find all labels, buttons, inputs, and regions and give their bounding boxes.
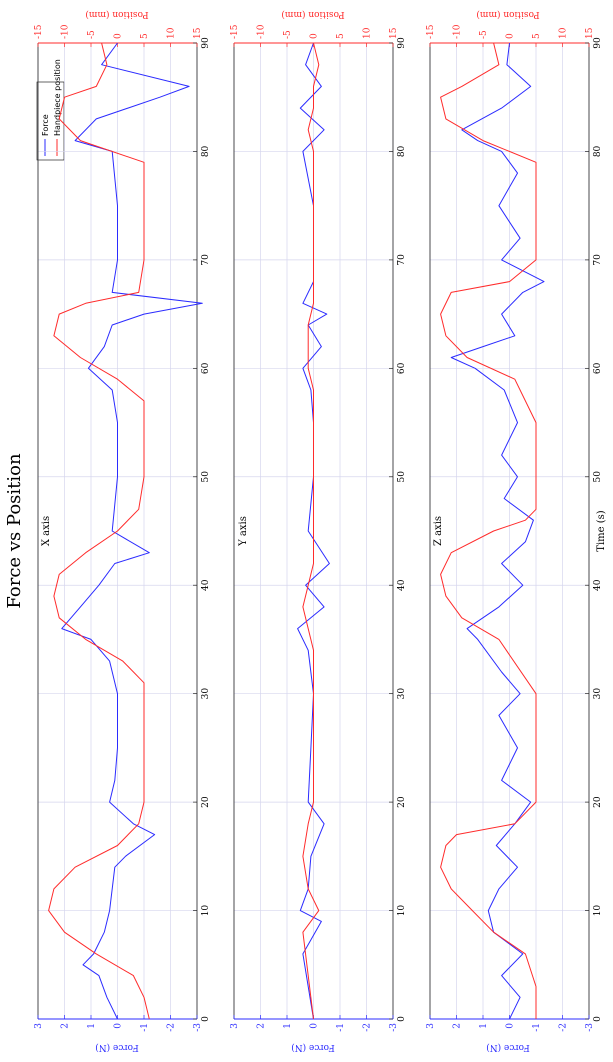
position-axis-label-z-axis: Position (mm) [476, 9, 539, 20]
panel-title-y-axis: Y axis [238, 516, 249, 547]
y2-tick-label-y-axis: 0 [310, 33, 320, 39]
x-tick-label-x-axis: 30 [201, 688, 211, 700]
force-series-y-axis [297, 42, 330, 1020]
y2-tick-label-y-axis: -5 [283, 30, 293, 39]
force-axis-label-x-axis: Force (N) [95, 1042, 139, 1053]
y-tick-label-x-axis: 2 [61, 1023, 71, 1029]
x-tick-label-y-axis: 30 [397, 688, 407, 700]
x-tick-label-z-axis: 40 [593, 579, 603, 591]
y-tick-label-z-axis: 2 [453, 1023, 463, 1029]
y-tick-label-y-axis: -3 [389, 1023, 399, 1032]
position-axis-label-y-axis: Position (mm) [281, 9, 344, 20]
x-tick-label-x-axis: 50 [201, 471, 211, 483]
y-tick-label-z-axis: 3 [426, 1023, 436, 1029]
x-tick-label-y-axis: 40 [397, 579, 407, 591]
y2-tick-label-x-axis: -5 [87, 30, 97, 39]
y-tick-label-y-axis: -1 [336, 1023, 346, 1032]
position-series-y-axis [302, 42, 320, 1020]
x-tick-label-y-axis: 0 [397, 1016, 407, 1022]
x-tick-label-z-axis: 20 [593, 796, 603, 808]
x-tick-label-y-axis: 80 [397, 145, 407, 157]
y-tick-label-y-axis: 2 [257, 1023, 267, 1029]
legend-force-label: Force [41, 114, 50, 136]
y2-tick-label-x-axis: 5 [140, 33, 150, 39]
x-tick-label-z-axis: 10 [593, 905, 603, 917]
x-tick-label-y-axis: 60 [397, 362, 407, 374]
x-tick-label-y-axis: 90 [397, 37, 407, 49]
x-tick-label-z-axis: 70 [593, 254, 603, 266]
x-tick-label-z-axis: 50 [593, 471, 603, 483]
y-tick-label-y-axis: 0 [310, 1023, 320, 1029]
y-tick-label-z-axis: 0 [506, 1023, 516, 1029]
figure-title: Force vs Position [4, 453, 25, 609]
y-tick-label-x-axis: -1 [140, 1023, 150, 1032]
x-tick-label-z-axis: 0 [593, 1016, 603, 1022]
panel-y-axis: Y axis Force (N) Position (mm) [238, 9, 345, 1053]
position-axis-label-x-axis: Position (mm) [85, 9, 148, 20]
x-tick-label-x-axis: 0 [201, 1016, 211, 1022]
x-tick-label-z-axis: 80 [593, 145, 603, 157]
y2-tick-label-z-axis: 15 [585, 27, 595, 39]
y-tick-label-x-axis: -2 [167, 1023, 177, 1032]
y-tick-label-x-axis: -3 [193, 1023, 203, 1032]
force-series-x-axis [61, 42, 203, 1020]
panel-title-x-axis: X axis [41, 516, 52, 546]
x-tick-label-x-axis: 80 [201, 145, 211, 157]
y2-tick-label-x-axis: 15 [193, 27, 203, 39]
y2-tick-label-x-axis: 0 [114, 33, 124, 39]
y2-tick-label-y-axis: 5 [336, 33, 346, 39]
y-tick-label-z-axis: -1 [532, 1023, 542, 1032]
x-tick-label-y-axis: 20 [397, 796, 407, 808]
y-tick-label-x-axis: 3 [34, 1023, 44, 1029]
legend: Force Handpiece position [36, 59, 65, 161]
y2-tick-label-z-axis: -10 [453, 24, 463, 39]
x-axis-title: Time (s) [596, 510, 607, 551]
x-tick-label-x-axis: 90 [201, 37, 211, 49]
x-tick-label-x-axis: 60 [201, 362, 211, 374]
y2-tick-label-z-axis: -15 [426, 24, 436, 39]
legend-position-label: Handpiece position [53, 59, 62, 136]
y2-tick-label-x-axis: 10 [167, 27, 177, 39]
y2-tick-label-y-axis: -15 [230, 24, 240, 39]
position-series-z-axis [440, 42, 537, 1019]
y2-tick-label-x-axis: -15 [34, 24, 44, 39]
panel-title-z-axis: Z axis [433, 516, 444, 546]
y2-tick-label-z-axis: 0 [506, 33, 516, 39]
force-series-z-axis [450, 42, 545, 1020]
y2-tick-label-y-axis: 15 [389, 27, 399, 39]
force-axis-label-y-axis: Force (N) [291, 1042, 335, 1053]
y-tick-label-z-axis: -3 [585, 1023, 595, 1032]
y-tick-label-y-axis: 1 [283, 1023, 293, 1029]
y2-tick-label-y-axis: 10 [363, 27, 373, 39]
x-tick-label-x-axis: 10 [201, 905, 211, 917]
x-tick-label-x-axis: 70 [201, 254, 211, 266]
x-tick-label-z-axis: 30 [593, 688, 603, 700]
y2-tick-label-z-axis: 10 [559, 27, 569, 39]
x-tick-label-x-axis: 20 [201, 796, 211, 808]
y-tick-label-y-axis: 3 [230, 1023, 240, 1029]
y2-tick-label-z-axis: 5 [532, 33, 542, 39]
y-tick-label-y-axis: -2 [363, 1023, 373, 1032]
y-tick-label-x-axis: 0 [114, 1023, 124, 1029]
x-tick-label-x-axis: 40 [201, 579, 211, 591]
x-tick-label-z-axis: 90 [593, 37, 603, 49]
panel-x-axis: X axis Force (N) Position (mm) Force Han… [36, 9, 149, 1053]
y-tick-label-x-axis: 1 [87, 1023, 97, 1029]
position-series-x-axis [48, 42, 150, 1020]
x-tick-label-y-axis: 50 [397, 471, 407, 483]
y2-tick-label-z-axis: -5 [479, 30, 489, 39]
y2-tick-label-y-axis: -10 [257, 24, 267, 39]
y-tick-label-z-axis: -2 [559, 1023, 569, 1032]
x-tick-label-y-axis: 70 [397, 254, 407, 266]
force-axis-label-z-axis: Force (N) [486, 1042, 530, 1053]
x-tick-label-y-axis: 10 [397, 905, 407, 917]
x-tick-label-z-axis: 60 [593, 362, 603, 374]
panel-z-axis: Z axis Force (N) Position (mm) [433, 9, 540, 1053]
y-tick-label-z-axis: 1 [479, 1023, 489, 1029]
y2-tick-label-x-axis: -10 [61, 24, 71, 39]
